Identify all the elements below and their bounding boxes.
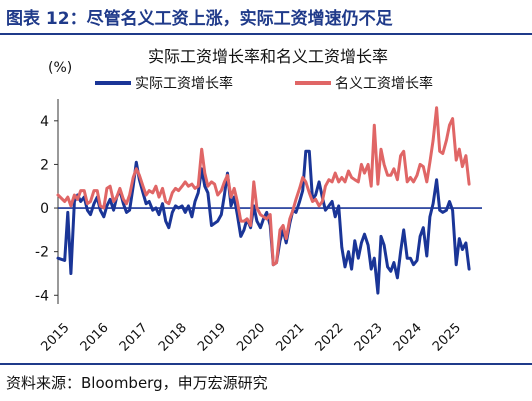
line-chart: 实际工资增长率和名义工资增长率 (%) 实际工资增长率 名义工资增长率 -4 -2 0… <box>35 47 482 355</box>
x-tick-label: 2015 <box>39 321 73 355</box>
series-line-2 <box>56 106 471 267</box>
legend-label-1: 实际工资增长率 <box>135 75 233 92</box>
series-line-1 <box>56 149 471 295</box>
y-tick-label: 4 <box>40 114 49 130</box>
x-tick-label: 2016 <box>78 321 112 355</box>
x-tick-label: 2017 <box>117 321 151 355</box>
y-unit-label: (%) <box>48 60 72 76</box>
chart-title: 实际工资增长率和名义工资增长率 <box>148 47 388 66</box>
title-rule <box>0 33 532 35</box>
legend-label-2: 名义工资增长率 <box>335 75 433 92</box>
x-tick-label: 2025 <box>430 321 464 355</box>
y-tick-label: 2 <box>40 157 49 173</box>
y-tick-label: 0 <box>40 201 49 217</box>
x-tick-label: 2024 <box>391 321 425 355</box>
x-tick-label: 2023 <box>352 321 386 355</box>
figure-title: 图表 12：尽管名义工资上涨，实际工资增速仍不足 <box>6 9 393 29</box>
legend: 实际工资增长率 名义工资增长率 <box>95 75 433 92</box>
x-tick-label: 2022 <box>313 321 347 355</box>
x-tick-label: 2018 <box>156 321 190 355</box>
y-tick-label: -2 <box>35 245 49 261</box>
x-tick-label: 2021 <box>273 321 307 355</box>
x-tick-label: 2020 <box>234 321 268 355</box>
source-note: 资料来源：Bloomberg，申万宏源研究 <box>6 374 268 392</box>
source-rule <box>0 363 532 365</box>
x-tick-label: 2019 <box>195 321 229 355</box>
series-layer <box>56 106 471 295</box>
y-tick-label: -4 <box>35 288 49 304</box>
